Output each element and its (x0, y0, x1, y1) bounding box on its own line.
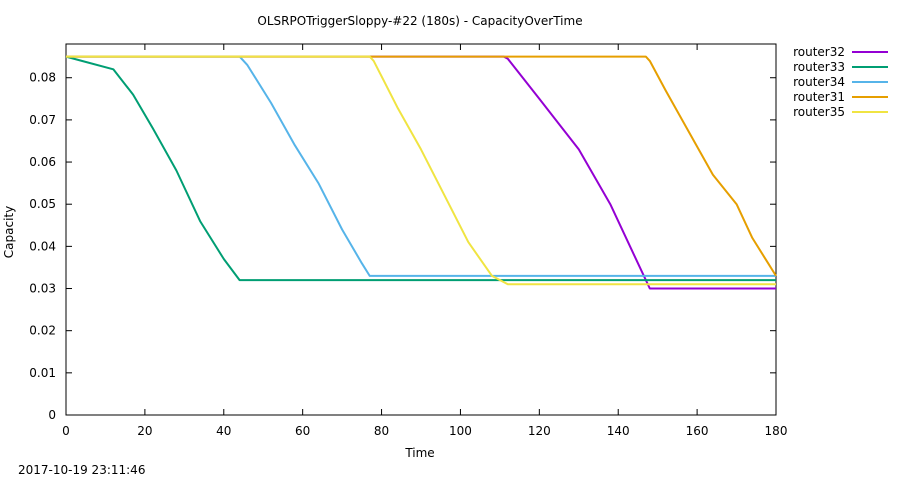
legend-label-router31: router31 (793, 90, 845, 104)
y-tick-label: 0.07 (29, 113, 56, 127)
x-tick-label: 100 (449, 424, 472, 438)
legend-label-router34: router34 (793, 75, 845, 89)
y-tick-label: 0.02 (29, 324, 56, 338)
y-tick-label: 0.06 (29, 155, 56, 169)
x-tick-label: 120 (528, 424, 551, 438)
legend-label-router35: router35 (793, 105, 845, 119)
x-tick-label: 40 (216, 424, 231, 438)
y-tick-label: 0.05 (29, 197, 56, 211)
series-line-router33 (65, 55, 776, 282)
x-tick-label: 0 (62, 424, 70, 438)
series-line-router35 (66, 55, 776, 286)
y-tick-label: 0.03 (29, 282, 56, 296)
y-tick-label: 0 (48, 408, 56, 422)
timestamp: 2017-10-19 23:11:46 (18, 463, 146, 477)
legend-label-router32: router32 (793, 45, 845, 59)
chart-title: OLSRPOTriggerSloppy-#22 (180s) - Capacit… (257, 14, 582, 28)
x-tick-label: 20 (137, 424, 152, 438)
series-line-router34 (66, 55, 776, 277)
y-axis: 0 0.01 0.02 0.03 0.04 0.05 0.06 0.07 0.08 (29, 71, 776, 422)
x-axis-label: Time (404, 446, 434, 460)
series-line-router31 (66, 55, 777, 277)
y-tick-label: 0.08 (29, 71, 56, 85)
y-tick-label: 0.01 (29, 366, 56, 380)
series-lines (65, 55, 777, 290)
x-tick-label: 80 (374, 424, 389, 438)
series-line-router32 (66, 55, 776, 290)
x-tick-label: 160 (686, 424, 709, 438)
plot-frame (65, 43, 777, 416)
x-axis: 0 20 40 60 80 100 120 140 160 180 (62, 44, 787, 438)
y-axis-label: Capacity (2, 206, 16, 258)
x-tick-label: 140 (607, 424, 630, 438)
legend-label-router33: router33 (793, 60, 845, 74)
x-tick-label: 180 (765, 424, 788, 438)
x-tick-label: 60 (295, 424, 310, 438)
y-tick-label: 0.04 (29, 239, 56, 253)
